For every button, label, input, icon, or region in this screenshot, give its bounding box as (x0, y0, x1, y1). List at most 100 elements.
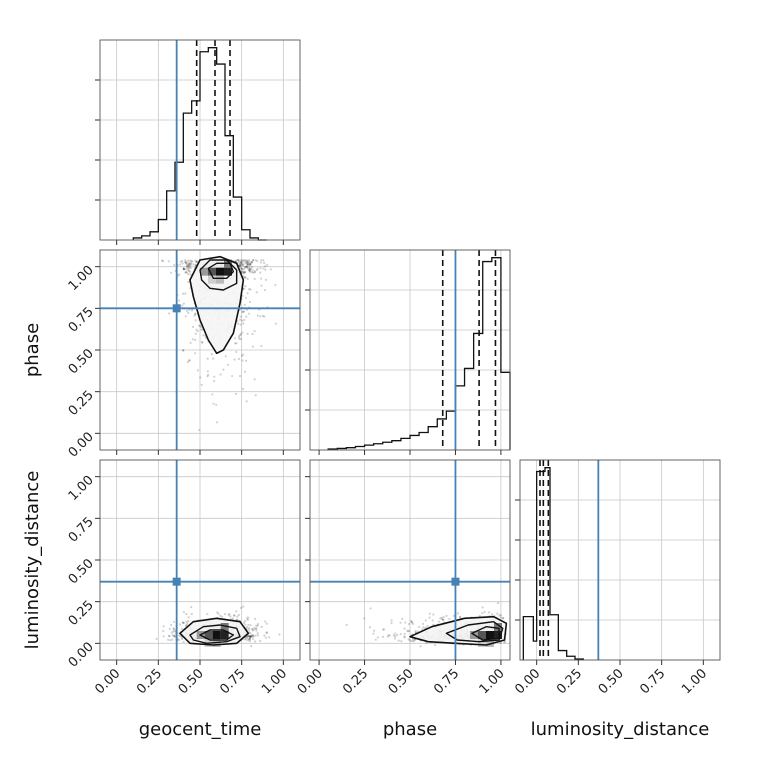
panel-phase-vs-luminosity-distance-sample (393, 637, 397, 640)
panel-geocent-time-vs-phase-sample (244, 265, 248, 269)
panel-geocent-time-vs-phase-sample (250, 261, 253, 264)
hist-luminosity-distance-xtick-label-1: 0.25 (554, 666, 585, 697)
panel-geocent-time-vs-phase-sample (248, 269, 251, 272)
panel-geocent-time-vs-phase-sample (190, 260, 193, 263)
panel-geocent-time-vs-luminosity-distance-sample (155, 637, 158, 640)
panel-phase-vs-luminosity-distance-sample (503, 641, 506, 644)
panel-phase-vs-luminosity-distance-sample (406, 629, 409, 632)
panel-geocent-time-vs-phase-sample (177, 273, 181, 276)
panel-geocent-time-vs-phase-sample (177, 299, 181, 302)
panel-geocent-time-vs-phase-sample (247, 258, 251, 262)
panel-phase-vs-luminosity-distance-sample (390, 619, 393, 622)
panel-geocent-time-vs-phase-sample (253, 329, 256, 333)
panel-geocent-time-vs-luminosity-distance-xtick-label-4: 1.00 (259, 666, 290, 697)
panel-geocent-time-vs-phase-sample (237, 259, 240, 262)
panel-geocent-time-vs-phase-sample (241, 387, 245, 391)
panel-geocent-time-vs-phase-sample (189, 264, 192, 267)
panel-phase-vs-luminosity-distance-sample (403, 636, 406, 639)
panel-phase-vs-luminosity-distance-sample (499, 613, 502, 617)
panel-geocent-time-vs-phase-sample (237, 336, 240, 339)
panel-geocent-time-vs-luminosity-distance-sample (243, 638, 246, 641)
panel-geocent-time-vs-phase-sample (243, 271, 246, 274)
panel-phase-vs-luminosity-distance-xtick-label-4: 1.00 (477, 666, 508, 697)
panel-geocent-time-vs-phase-sample (237, 258, 240, 262)
panel-geocent-time-vs-phase-sample (240, 264, 243, 267)
hist-luminosity-distance-xtick-label-0: 0.00 (512, 666, 543, 697)
panel-geocent-time-vs-luminosity-distance-sample (249, 635, 252, 639)
panel-geocent-time-vs-phase-sample (260, 344, 263, 348)
panel-phase-vs-luminosity-distance-sample (399, 632, 402, 636)
panel-geocent-time-vs-phase-sample (237, 357, 241, 361)
panel-phase-vs-luminosity-distance-sample (381, 628, 385, 631)
panel-phase-vs-luminosity-distance-sample (456, 612, 460, 615)
panel-geocent-time-vs-phase-sample (210, 353, 213, 356)
panel-geocent-time-vs-phase-sample (240, 260, 243, 264)
panel-geocent-time-vs-phase-contour-2 (207, 262, 235, 280)
panel-geocent-time-vs-phase-sample (263, 288, 267, 292)
panel-phase-vs-luminosity-distance-sample (397, 639, 400, 642)
panel-geocent-time-vs-luminosity-distance-sample (182, 621, 186, 625)
panel-geocent-time-vs-phase-sample (239, 337, 242, 341)
panel-phase-vs-luminosity-distance-sample (410, 640, 413, 643)
panel-geocent-time-vs-luminosity-distance-sample (216, 611, 219, 614)
panel-geocent-time-vs-phase-sample (188, 269, 191, 272)
panel-geocent-time-vs-phase-sample (248, 269, 251, 272)
panel-geocent-time-vs-phase-sample (199, 324, 202, 327)
panel-geocent-time-vs-phase-sample (233, 337, 237, 340)
panel-phase-vs-luminosity-distance-sample (441, 618, 444, 621)
panel-geocent-time-vs-phase-sample (194, 319, 197, 322)
panel-geocent-time-vs-luminosity-distance-sample (219, 614, 222, 617)
panel-geocent-time-vs-luminosity-distance-sample (168, 627, 171, 630)
panel-phase-vs-luminosity-distance-density-block-1 (478, 631, 486, 639)
panel-geocent-time-vs-phase-sample (186, 259, 190, 262)
panel-geocent-time-vs-phase-sample (188, 359, 191, 362)
panel-phase-vs-luminosity-distance-sample (502, 616, 505, 620)
panel-geocent-time-vs-phase-sample (244, 276, 247, 279)
panel-geocent-time-vs-phase-sample (253, 270, 256, 273)
panel-geocent-time-vs-luminosity-distance-sample (254, 617, 257, 620)
panel-geocent-time-vs-luminosity-distance-sample (248, 634, 251, 638)
panel-geocent-time-vs-phase-sample (246, 263, 250, 266)
panel-phase-vs-luminosity-distance-sample (498, 614, 501, 617)
panel-geocent-time-vs-phase-sample (188, 259, 192, 262)
panel-geocent-time-vs-phase-sample (170, 271, 173, 275)
panel-geocent-time-vs-phase-sample (185, 271, 188, 274)
panel-geocent-time-vs-luminosity-distance: 0.00 0.25 0.50 0.75 1.00 0.00 0.25 0.50 0.75 1.00 (66, 459, 301, 697)
panel-geocent-time-vs-luminosity-distance-density-block-3 (220, 631, 229, 639)
panel-geocent-time-vs-luminosity-distance-sample (248, 638, 251, 641)
panel-geocent-time-vs-luminosity-distance-sample (248, 637, 251, 641)
panel-geocent-time-vs-luminosity-distance-sample (174, 630, 177, 633)
panel-geocent-time-vs-phase-sample (246, 261, 249, 264)
panel-geocent-time-vs-phase-sample (243, 260, 247, 263)
panel-phase-vs-luminosity-distance-sample (458, 615, 462, 619)
hist-phase-steps (327, 257, 511, 450)
panel-geocent-time-vs-luminosity-distance-ytick-label-2: 0.50 (66, 556, 97, 587)
panel-geocent-time-vs-luminosity-distance-sample (264, 620, 267, 623)
panel-geocent-time-vs-phase-sample (161, 259, 164, 262)
panel-phase-vs-luminosity-distance-sample (363, 617, 366, 620)
panel-geocent-time-vs-luminosity-distance-sample (178, 634, 181, 637)
panel-geocent-time-vs-phase-sample (198, 428, 201, 432)
panel-geocent-time-vs-phase-sample (245, 315, 248, 318)
panel-geocent-time-vs-luminosity-distance-sample (249, 635, 253, 638)
panel-geocent-time-vs-phase-sample (243, 258, 246, 262)
panel-phase-vs-luminosity-distance-sample (401, 617, 404, 620)
panel-geocent-time-vs-phase-ytick-label-3: 0.75 (66, 305, 97, 336)
panel-geocent-time-vs-phase-sample (239, 259, 243, 262)
panel-geocent-time-vs-phase-sample (248, 266, 251, 269)
panel-geocent-time-vs-phase-sample (242, 275, 245, 278)
panel-phase-vs-luminosity-distance-sample (403, 632, 406, 635)
x-axis-label-luminosity-distance: luminosity_distance (531, 719, 710, 740)
panel-geocent-time-vs-luminosity-distance-sample (253, 640, 257, 643)
panel-geocent-time-vs-phase-sample (246, 277, 249, 280)
panel-geocent-time-vs-phase-sample (191, 309, 194, 312)
panel-phase-vs-luminosity-distance-sample (407, 630, 410, 633)
panel-geocent-time-vs-phase-contour-0 (189, 255, 245, 355)
panel-phase-vs-luminosity-distance-contour-0 (409, 615, 508, 646)
panel-geocent-time-vs-luminosity-distance-sample (185, 624, 188, 627)
panel-geocent-time-vs-phase-sample (242, 322, 245, 325)
panel-geocent-time-vs-phase-sample (243, 271, 246, 274)
panel-geocent-time-vs-luminosity-distance-sample (162, 625, 165, 628)
panel-geocent-time-vs-phase-sample (189, 341, 192, 344)
panel-geocent-time-vs-luminosity-distance-contour-2 (199, 629, 235, 641)
